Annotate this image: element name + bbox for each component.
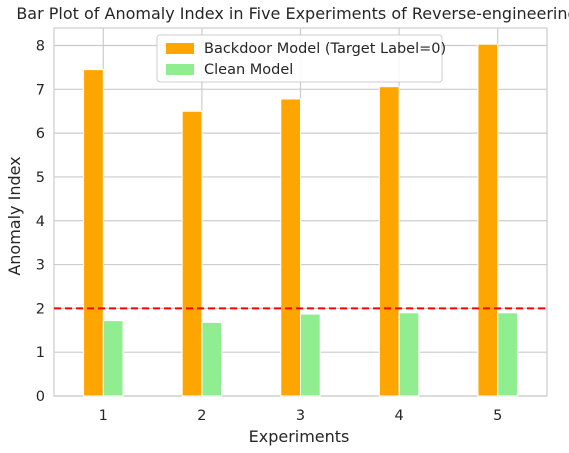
x-tick-label: 5 (493, 408, 502, 424)
x-tick-labels: 1 2 3 4 5 (99, 408, 503, 424)
x-tick-label: 1 (99, 408, 108, 424)
legend-box (156, 34, 443, 83)
y-tick-label: 5 (36, 170, 45, 186)
bar-clean-2 (201, 321, 223, 397)
x-tick-label: 4 (394, 408, 403, 424)
y-tick-labels: 0 1 2 3 4 5 6 7 8 (36, 39, 45, 405)
y-axis-label: Anomaly Index (5, 156, 24, 275)
chart-title: Bar Plot of Anomaly Index in Five Experi… (16, 4, 569, 23)
y-tick-label: 0 (36, 389, 45, 405)
legend-swatch (166, 64, 194, 75)
bar-backdoor-5 (477, 43, 499, 397)
bar-clean-5 (497, 312, 518, 397)
y-tick-label: 8 (36, 39, 45, 55)
bar-backdoor-1 (83, 69, 104, 397)
y-tick-label: 1 (36, 345, 45, 361)
y-tick-label: 4 (36, 214, 45, 230)
legend-label: Clean Model (204, 62, 293, 78)
bar-clean-3 (300, 313, 321, 397)
x-tick-label: 2 (197, 408, 206, 424)
legend-label: Backdoor Model (Target Label=0) (204, 41, 446, 57)
y-tick-label: 6 (36, 126, 45, 142)
y-tick-label: 7 (36, 82, 45, 98)
bar-backdoor-4 (378, 86, 400, 397)
bar-clean-1 (102, 320, 124, 397)
bar-backdoor-3 (280, 98, 301, 397)
y-tick-label: 3 (36, 258, 45, 274)
legend: Backdoor Model (Target Label=0) Clean Mod… (156, 34, 446, 83)
legend-swatch (166, 43, 194, 54)
bars (83, 43, 518, 397)
x-axis-label: Experiments (249, 427, 350, 446)
y-tick-label: 2 (36, 301, 45, 317)
bar-backdoor-2 (181, 110, 203, 397)
x-tick-label: 3 (296, 408, 305, 424)
bar-clean-4 (398, 312, 420, 397)
